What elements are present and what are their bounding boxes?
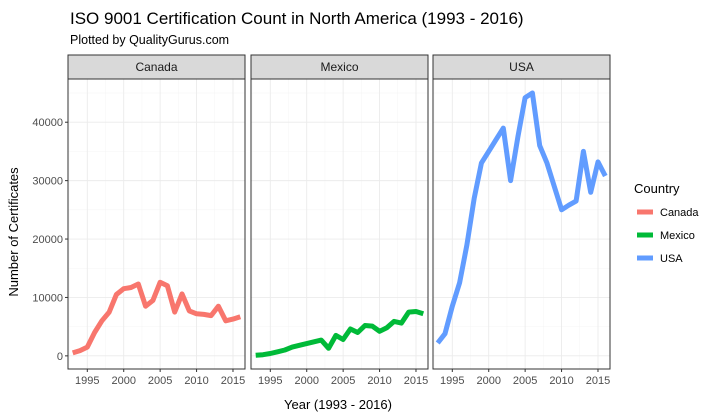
facet-strip-label: USA <box>509 60 534 74</box>
facet-panels: Canada 1995 2000 2005 2010 2015 Mexico 1995 2000… <box>67 54 611 387</box>
panel-border <box>432 78 611 370</box>
x-axis-title: Year (1993 - 2016) <box>284 397 392 412</box>
x-tick-label: 1995 <box>258 375 282 387</box>
legend-item-canada: Canada <box>637 207 699 219</box>
x-tick-label: 2015 <box>404 375 428 387</box>
y-tick-label: 40000 <box>32 117 63 129</box>
facet-strip <box>67 54 246 80</box>
facet-mexico: Mexico 1995 2000 2005 2010 2015 <box>250 54 429 387</box>
panel-border <box>250 78 429 370</box>
series-line-mexico <box>255 309 425 358</box>
x-tick-label: 2005 <box>148 375 172 387</box>
legend-label: Canada <box>660 207 699 219</box>
facet-strip-label: Mexico <box>320 60 358 74</box>
legend-title: Country <box>634 181 680 196</box>
panel-border <box>67 78 246 370</box>
legend: Country Canada Mexico USA <box>634 181 699 265</box>
facet-strip-label: Canada <box>135 60 177 74</box>
x-tick-label: 2015 <box>586 375 610 387</box>
y-tick-label: 20000 <box>32 234 63 246</box>
x-tick-label: 2010 <box>549 375 573 387</box>
x-tick-label: 2005 <box>331 375 355 387</box>
series-line-canada <box>71 279 242 356</box>
panel-background <box>68 79 245 369</box>
x-tick-label: 1995 <box>440 375 464 387</box>
x-tick-label: 2010 <box>367 375 391 387</box>
x-tick-label: 2015 <box>221 375 245 387</box>
chart-title: ISO 9001 Certification Count in North Am… <box>70 9 524 28</box>
facet-strip <box>432 54 611 80</box>
y-tick-label: 10000 <box>32 292 63 304</box>
x-tick-label: 2005 <box>513 375 537 387</box>
legend-item-mexico: Mexico <box>637 230 695 242</box>
x-tick-label: 2000 <box>294 375 318 387</box>
y-tick-label: 0 <box>57 351 63 363</box>
facet-usa: USA 1995 2000 2005 2010 2015 <box>432 54 611 387</box>
series-line-usa <box>435 90 608 345</box>
x-tick-label: 2000 <box>111 375 135 387</box>
x-tick-label: 1995 <box>75 375 99 387</box>
chart-subtitle: Plotted by QualityGurus.com <box>70 33 229 47</box>
y-axis-title: Number of Certificates <box>6 167 21 297</box>
legend-item-usa: USA <box>637 253 683 265</box>
x-tick-label: 2010 <box>184 375 208 387</box>
legend-label: USA <box>660 253 683 265</box>
y-tick-label: 30000 <box>32 176 63 188</box>
facet-canada: Canada 1995 2000 2005 2010 2015 <box>67 54 246 387</box>
x-tick-label: 2000 <box>476 375 500 387</box>
y-axis: 0 10000 20000 30000 40000 <box>32 117 68 363</box>
legend-label: Mexico <box>660 230 695 242</box>
